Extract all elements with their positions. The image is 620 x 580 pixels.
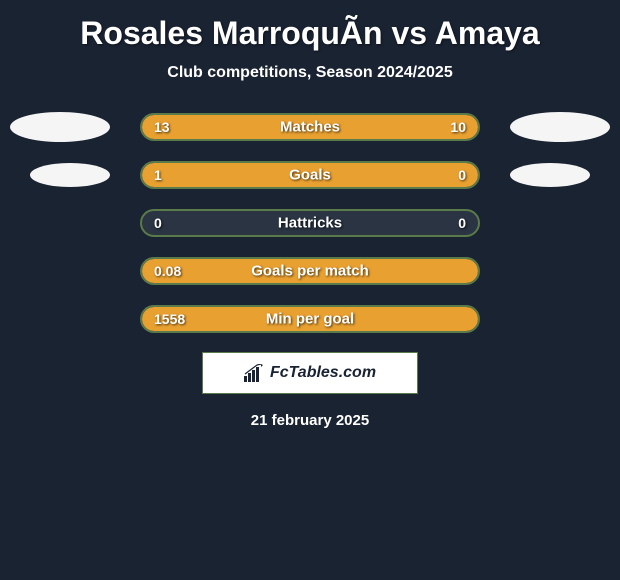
stat-value-left: 1 xyxy=(154,167,162,183)
stat-value-right: 0 xyxy=(458,215,466,231)
stat-row-goals: 1 Goals 0 xyxy=(0,160,620,190)
stat-value-left: 13 xyxy=(154,119,170,135)
stat-row-mpg: 1558 Min per goal xyxy=(0,304,620,334)
stat-value-left: 0.08 xyxy=(154,263,181,279)
player-ellipse-left xyxy=(30,163,110,187)
bar-left-goals xyxy=(142,163,397,187)
date-label: 21 february 2025 xyxy=(251,412,369,429)
bar-container-mpg: 1558 Min per goal xyxy=(140,305,480,333)
stat-value-left: 0 xyxy=(154,215,162,231)
bar-container-hattricks: 0 Hattricks 0 xyxy=(140,209,480,237)
stat-label: Min per goal xyxy=(266,311,354,328)
stat-label: Hattricks xyxy=(278,215,342,232)
logo-box[interactable]: FcTables.com xyxy=(202,352,418,394)
main-container: Rosales MarroquÃ­n vs Amaya Club competi… xyxy=(0,0,620,439)
stat-value-right: 0 xyxy=(458,167,466,183)
bar-container-goals: 1 Goals 0 xyxy=(140,161,480,189)
stat-row-gpm: 0.08 Goals per match xyxy=(0,256,620,286)
stat-label: Goals xyxy=(289,167,331,184)
stat-row-hattricks: 0 Hattricks 0 xyxy=(0,208,620,238)
logo-text: FcTables.com xyxy=(270,364,376,382)
page-title: Rosales MarroquÃ­n vs Amaya xyxy=(80,15,539,52)
bar-container-matches: 13 Matches 10 xyxy=(140,113,480,141)
stat-value-left: 1558 xyxy=(154,311,185,327)
player-ellipse-right xyxy=(510,112,610,142)
player-ellipse-right xyxy=(510,163,590,187)
stats-area: 13 Matches 10 1 Goals 0 0 Hattricks 0 xyxy=(0,112,620,334)
chart-icon xyxy=(244,364,264,382)
stat-value-right: 10 xyxy=(450,119,466,135)
stat-row-matches: 13 Matches 10 xyxy=(0,112,620,142)
subtitle: Club competitions, Season 2024/2025 xyxy=(167,64,452,82)
stat-label: Goals per match xyxy=(251,263,369,280)
stat-label: Matches xyxy=(280,119,340,136)
player-ellipse-left xyxy=(10,112,110,142)
bar-container-gpm: 0.08 Goals per match xyxy=(140,257,480,285)
